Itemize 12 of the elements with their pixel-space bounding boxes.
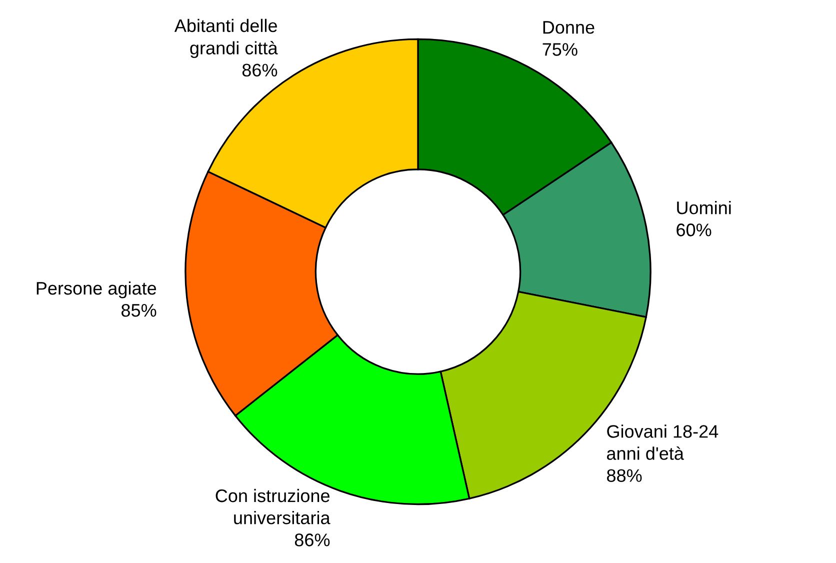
slice-label: Con istruzione universitaria bbox=[216, 488, 330, 524]
data-label: 86% bbox=[242, 64, 278, 77]
slice-label: Persone agiate bbox=[36, 281, 156, 298]
slice-label: Donne bbox=[543, 21, 594, 34]
data-label: 88% bbox=[607, 469, 642, 482]
data-label: 60% bbox=[676, 224, 712, 236]
slice-label: Abitanti delle grandi città bbox=[174, 18, 278, 58]
data-label: 75% bbox=[542, 43, 578, 56]
slice-label: Uomini bbox=[677, 200, 731, 214]
slice-label: Giovani 18-24 anni d'età bbox=[606, 424, 718, 460]
data-label: 85% bbox=[122, 304, 156, 317]
data-label: 86% bbox=[294, 534, 330, 546]
